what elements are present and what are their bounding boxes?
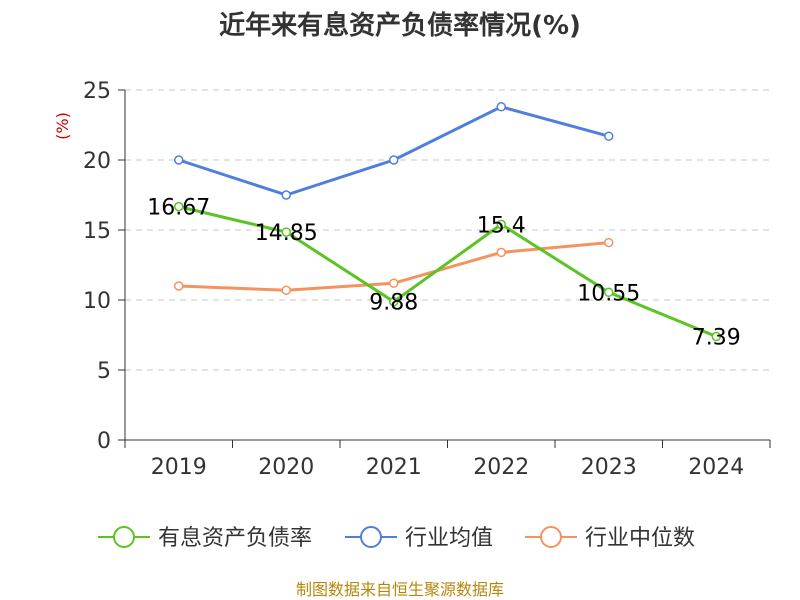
data-point: [389, 155, 399, 165]
y-tick-label: 15: [83, 219, 111, 244]
data-point: [496, 247, 506, 258]
x-tick-label: 2021: [366, 455, 422, 480]
data-point: [174, 155, 184, 165]
data-point: [174, 201, 184, 212]
x-tick-label: 2022: [473, 455, 529, 480]
legend-marker: [540, 526, 562, 548]
y-tick-label: 10: [83, 289, 111, 314]
legend-label: 行业均值: [405, 526, 493, 551]
data-labels: 16.67 14.85 9.88 15.4 10.55 7.39: [147, 196, 740, 351]
chart-title: 近年来有息资产负债率情况(%): [219, 10, 581, 41]
x-tick-label: 2023: [581, 455, 637, 480]
legend-label: 行业中位数: [585, 526, 695, 551]
data-point: [711, 331, 721, 342]
axes: 0 5 10 15 20 25 2019 2020 2021 2022 2023 2024: [83, 79, 771, 480]
y-tick-label: 25: [83, 79, 111, 104]
source-note: 制图数据来自恒生聚源数据库: [296, 580, 504, 599]
y-tick-label: 5: [97, 359, 111, 384]
y-axis-label: (%): [53, 112, 72, 140]
legend-marker: [113, 526, 135, 548]
x-tick-label: 2019: [151, 455, 207, 480]
data-point: [389, 296, 399, 307]
data-label: 16.67: [147, 196, 210, 221]
data-point: [281, 190, 291, 200]
data-point: [281, 285, 291, 295]
legend-label: 有息资产负债率: [158, 526, 312, 551]
x-tick-label: 2020: [258, 455, 314, 480]
data-point: [604, 131, 614, 141]
data-point: [281, 227, 291, 237]
data-point: [604, 287, 614, 298]
series-line: [178, 205, 717, 338]
data-label: 15.4: [477, 213, 526, 238]
legend[interactable]: 有息资产负债率 行业均值 行业中位数: [98, 526, 695, 551]
y-tick-label: 0: [97, 429, 111, 454]
y-tick-label: 20: [83, 149, 111, 174]
x-tick-label: 2024: [688, 455, 744, 480]
data-label: 9.88: [369, 291, 418, 316]
data-label: 7.39: [692, 326, 741, 351]
series-line: [178, 105, 610, 197]
data-label: 10.55: [577, 281, 640, 306]
series-group: [174, 102, 721, 342]
data-point: [496, 102, 506, 112]
data-point: [604, 237, 614, 248]
data-point: [174, 281, 184, 291]
legend-marker: [360, 526, 382, 548]
data-point: [496, 219, 506, 230]
data-label: 14.85: [255, 221, 318, 246]
grid-lines: [125, 89, 770, 371]
data-point: [389, 278, 399, 288]
